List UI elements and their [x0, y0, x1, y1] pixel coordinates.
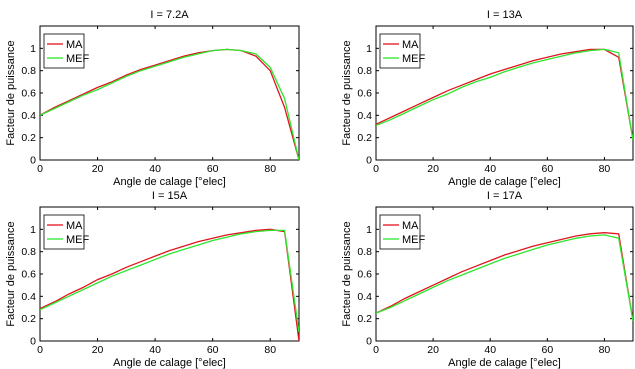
y-axis-label: Facteur de puissance [341, 40, 353, 145]
x-tick-label: 40 [149, 344, 161, 356]
y-tick-label: 0.6 [21, 88, 36, 100]
y-tick-label: 1 [366, 43, 372, 55]
legend-box [379, 33, 421, 69]
chart-title: I = 15A [152, 190, 188, 202]
y-tick-label: 0.8 [357, 65, 372, 77]
y-tick-label: 0.8 [21, 246, 36, 258]
chart-panel-1: 0 20 40 60 80 0 0.2 0.4 0.6 0.8 1 MA MEF I = 7.2A Angl… [5, 9, 300, 188]
x-tick-label: 80 [599, 344, 611, 356]
x-tick-label: 20 [92, 344, 104, 356]
series-line-ma [40, 228, 299, 341]
y-tick-label: 1 [30, 43, 36, 55]
y-tick-label: 0.4 [21, 110, 36, 122]
y-axis-label: Facteur de puissance [5, 221, 17, 326]
y-tick-label: 0.6 [21, 269, 36, 281]
x-axis-label: Angle de calage [°elec] [448, 176, 561, 188]
legend-label-ma: MA [66, 220, 83, 232]
x-tick-label: 0 [373, 163, 379, 175]
x-axis-label: Angle de calage [°elec] [113, 357, 226, 369]
legend-label-mef: MEF [66, 234, 90, 246]
x-tick-label: 60 [207, 163, 219, 175]
x-tick-label: 60 [541, 163, 553, 175]
legend-label-ma: MA [402, 39, 419, 51]
x-axis-label: Angle de calage [°elec] [448, 357, 561, 369]
y-tick-label: 0.4 [357, 110, 372, 122]
x-tick-label: 80 [264, 344, 276, 356]
chart-panel-4: 0 20 40 60 80 0 0.2 0.4 0.6 0.8 1 MA MEF I = 17A Angle… [341, 190, 634, 369]
legend-label-mef: MEF [402, 53, 426, 65]
legend-box [43, 214, 85, 250]
series-line-ma [376, 48, 633, 141]
x-tick-label: 40 [484, 163, 496, 175]
y-tick-label: 0.2 [357, 132, 372, 144]
y-tick-label: 0.8 [357, 246, 372, 258]
y-tick-label: 0.4 [357, 291, 372, 303]
x-tick-label: 20 [427, 344, 439, 356]
y-tick-label: 0.8 [21, 65, 36, 77]
y-tick-label: 0 [30, 155, 36, 167]
series-line-ma [376, 232, 633, 322]
x-tick-label: 40 [484, 344, 496, 356]
y-tick-label: 0.2 [21, 313, 36, 325]
legend-label-mef: MEF [66, 53, 90, 65]
y-axis-label: Facteur de puissance [341, 221, 353, 326]
y-tick-label: 0.2 [357, 313, 372, 325]
x-tick-label: 60 [207, 344, 219, 356]
y-axis-label: Facteur de puissance [5, 40, 17, 145]
chart-title: I = 7.2A [150, 9, 189, 21]
chart-title: I = 13A [487, 9, 523, 21]
legend-label-mef: MEF [402, 234, 426, 246]
y-tick-label: 0 [366, 336, 372, 348]
y-tick-label: 0 [30, 336, 36, 348]
y-tick-label: 0.6 [357, 88, 372, 100]
x-tick-label: 0 [37, 344, 43, 356]
y-tick-label: 0 [366, 155, 372, 167]
x-tick-label: 0 [373, 344, 379, 356]
y-tick-label: 0.2 [21, 132, 36, 144]
y-tick-label: 1 [366, 224, 372, 236]
legend-label-ma: MA [66, 39, 83, 51]
x-tick-label: 20 [427, 163, 439, 175]
y-tick-label: 1 [30, 224, 36, 236]
legend-box [43, 33, 85, 69]
series-line-mef [40, 48, 299, 160]
series-line-mef [376, 234, 633, 322]
y-tick-label: 0.4 [21, 291, 36, 303]
y-tick-label: 0.6 [357, 269, 372, 281]
series-line-mef [40, 229, 299, 333]
x-tick-label: 20 [92, 163, 104, 175]
chart-panel-2: 0 20 40 60 80 0 0.2 0.4 0.6 0.8 1 MA MEF I = 13A Angle… [341, 9, 634, 188]
chart-title: I = 17A [487, 190, 523, 202]
x-tick-label: 80 [264, 163, 276, 175]
chart-panel-3: 0 20 40 60 80 0 0.2 0.4 0.6 0.8 1 MA MEF I = 15A Angle… [5, 190, 300, 369]
x-tick-label: 40 [149, 163, 161, 175]
x-tick-label: 0 [37, 163, 43, 175]
series-line-mef [376, 48, 633, 141]
x-tick-label: 80 [599, 163, 611, 175]
series-line-ma [40, 48, 299, 160]
x-tick-label: 60 [541, 344, 553, 356]
legend-box [379, 214, 421, 250]
legend-label-ma: MA [402, 220, 419, 232]
x-axis-label: Angle de calage [°elec] [113, 176, 226, 188]
